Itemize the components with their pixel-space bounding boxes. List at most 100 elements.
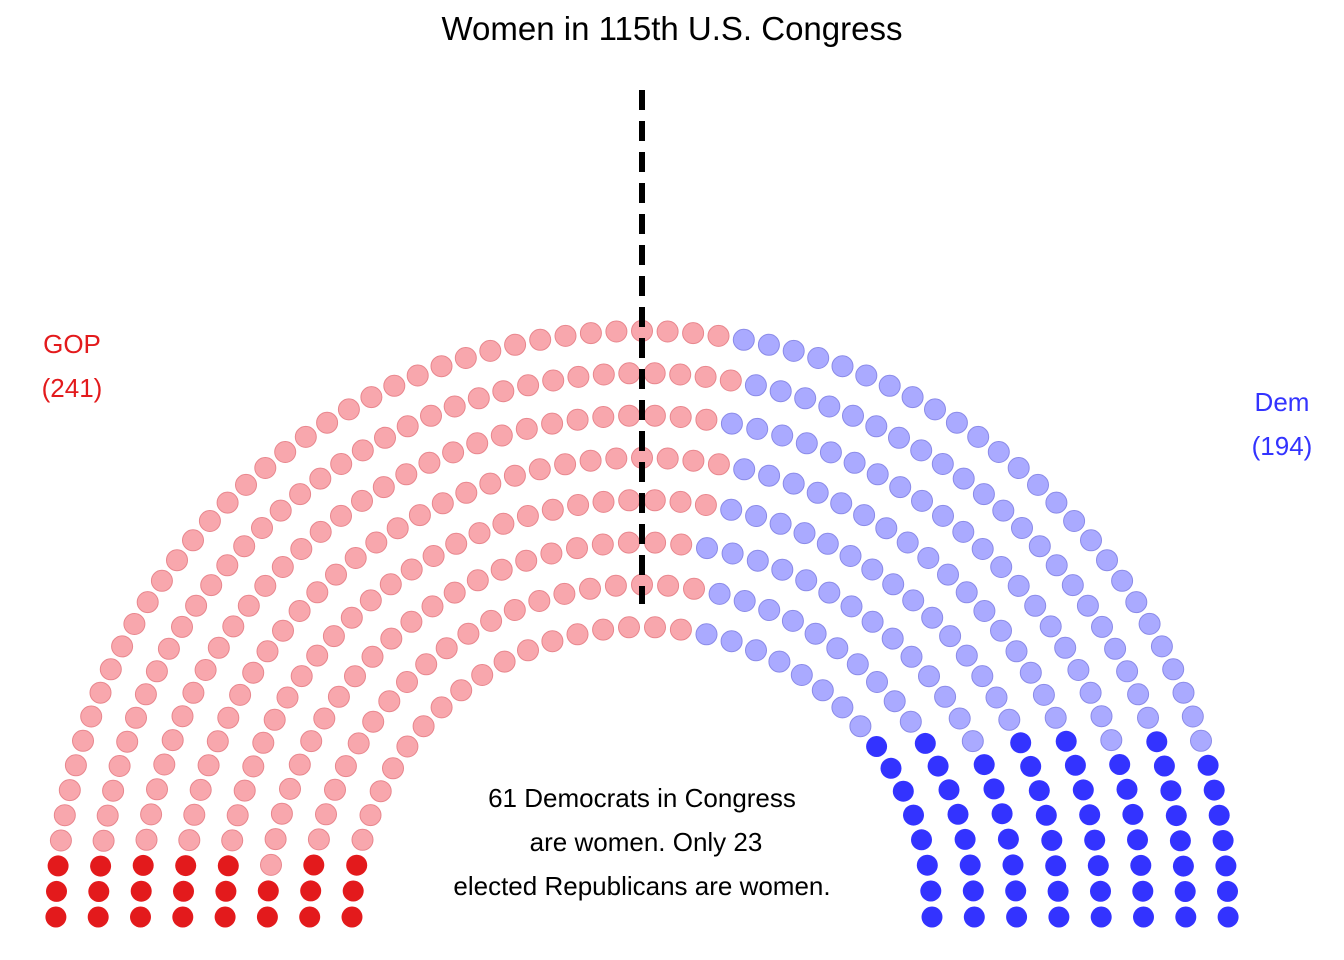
gop-man-seat [618, 362, 641, 385]
gop-man-seat [467, 387, 490, 410]
gop-man-seat [380, 627, 403, 650]
dem-woman-seat [880, 757, 902, 779]
gop-man-seat [306, 644, 329, 667]
gop-man-seat [443, 581, 466, 604]
gop-woman-seat [47, 855, 69, 877]
gop-man-seat [492, 380, 515, 403]
dem-count-label: (194) [1252, 431, 1313, 461]
gop-man-seat [382, 757, 404, 780]
dem-man-seat [865, 415, 888, 438]
dem-man-seat [1039, 615, 1062, 638]
gop-man-seat [351, 439, 374, 462]
gop-man-seat [153, 753, 176, 776]
dem-man-seat [998, 708, 1021, 731]
gop-man-seat [140, 803, 163, 826]
dem-woman-seat [1217, 906, 1239, 928]
dem-man-seat [842, 404, 864, 427]
gop-man-seat [327, 685, 350, 708]
gop-man-seat [591, 533, 614, 556]
gop-man-seat [395, 463, 418, 486]
dem-man-seat [1090, 705, 1113, 728]
gop-man-seat [682, 449, 705, 472]
dem-woman-seat [1203, 779, 1225, 801]
gop-man-seat [53, 804, 76, 827]
gop-man-seat [198, 510, 221, 532]
dem-woman-seat [1160, 780, 1182, 802]
gop-man-seat [528, 458, 551, 481]
gop-man-seat [330, 453, 353, 475]
gop-man-seat [517, 374, 540, 397]
dem-man-seat [921, 606, 944, 629]
gop-man-seat [471, 664, 494, 686]
seat-group [45, 319, 1239, 928]
dem-man-seat [758, 464, 781, 487]
dem-man-seat [782, 472, 805, 495]
dem-man-seat [973, 600, 996, 622]
dem-man-seat [769, 512, 792, 535]
gop-woman-seat [346, 854, 368, 876]
gop-man-seat [435, 637, 458, 660]
gop-man-seat [316, 411, 339, 434]
dem-man-seat [934, 685, 957, 708]
gop-man-seat [542, 369, 565, 392]
annotation-line-1: 61 Democrats in Congress [488, 783, 796, 813]
dem-man-seat [846, 653, 869, 676]
gop-man-seat [216, 491, 239, 514]
gop-man-seat [235, 473, 257, 496]
dem-man-seat [794, 387, 817, 410]
gop-man-seat [135, 828, 158, 851]
dem-man-seat [744, 374, 767, 397]
dem-man-seat [881, 627, 904, 650]
gop-man-seat [372, 476, 395, 499]
gop-man-seat [657, 574, 680, 597]
gop-man-seat [166, 549, 188, 572]
gop-man-seat [276, 686, 299, 709]
dem-man-seat [1032, 683, 1055, 706]
gop-man-seat [430, 696, 453, 719]
dem-man-seat [745, 639, 767, 662]
dem-man-seat [758, 599, 781, 621]
dem-man-seat [899, 710, 922, 733]
dem-man-seat [746, 549, 769, 572]
dem-man-seat [1137, 706, 1159, 729]
gop-woman-seat [87, 906, 109, 928]
dem-man-seat [1045, 554, 1068, 577]
gop-man-seat [290, 665, 313, 688]
gop-man-seat [540, 542, 563, 565]
gop-man-seat [252, 731, 275, 754]
dem-woman-seat [1122, 803, 1144, 825]
dem-man-seat [924, 398, 946, 421]
gop-man-seat [226, 804, 249, 827]
gop-man-seat [325, 563, 347, 586]
gop-man-seat [330, 504, 352, 527]
dem-man-seat [804, 622, 827, 645]
gop-man-seat [108, 755, 131, 777]
dem-man-seat [990, 556, 1013, 578]
dem-woman-seat [921, 906, 943, 928]
gop-man-seat [309, 520, 332, 543]
dem-man-seat [816, 532, 839, 555]
gop-man-seat [161, 729, 184, 752]
gop-man-seat [669, 490, 692, 513]
gop-man-seat [300, 730, 323, 753]
gop-man-seat [592, 363, 615, 386]
dem-woman-seat [1041, 829, 1063, 851]
gop-man-seat [618, 404, 641, 427]
gop-man-seat [644, 531, 667, 554]
dem-man-seat [911, 489, 933, 512]
dem-man-seat [1190, 729, 1212, 752]
gop-man-seat [217, 706, 240, 729]
gop-man-seat [315, 803, 337, 826]
gop-man-seat [185, 594, 208, 617]
dem-man-seat [901, 386, 924, 409]
dem-woman-seat [1028, 780, 1050, 802]
gop-man-seat [454, 347, 477, 369]
dem-man-seat [992, 499, 1015, 522]
dem-woman-seat [1010, 732, 1032, 754]
dem-man-seat [896, 531, 919, 554]
gop-man-seat [322, 625, 345, 648]
dem-woman-seat [920, 880, 942, 902]
dem-man-seat [795, 569, 818, 592]
dem-man-seat [818, 395, 841, 418]
gop-man-seat [492, 512, 515, 535]
